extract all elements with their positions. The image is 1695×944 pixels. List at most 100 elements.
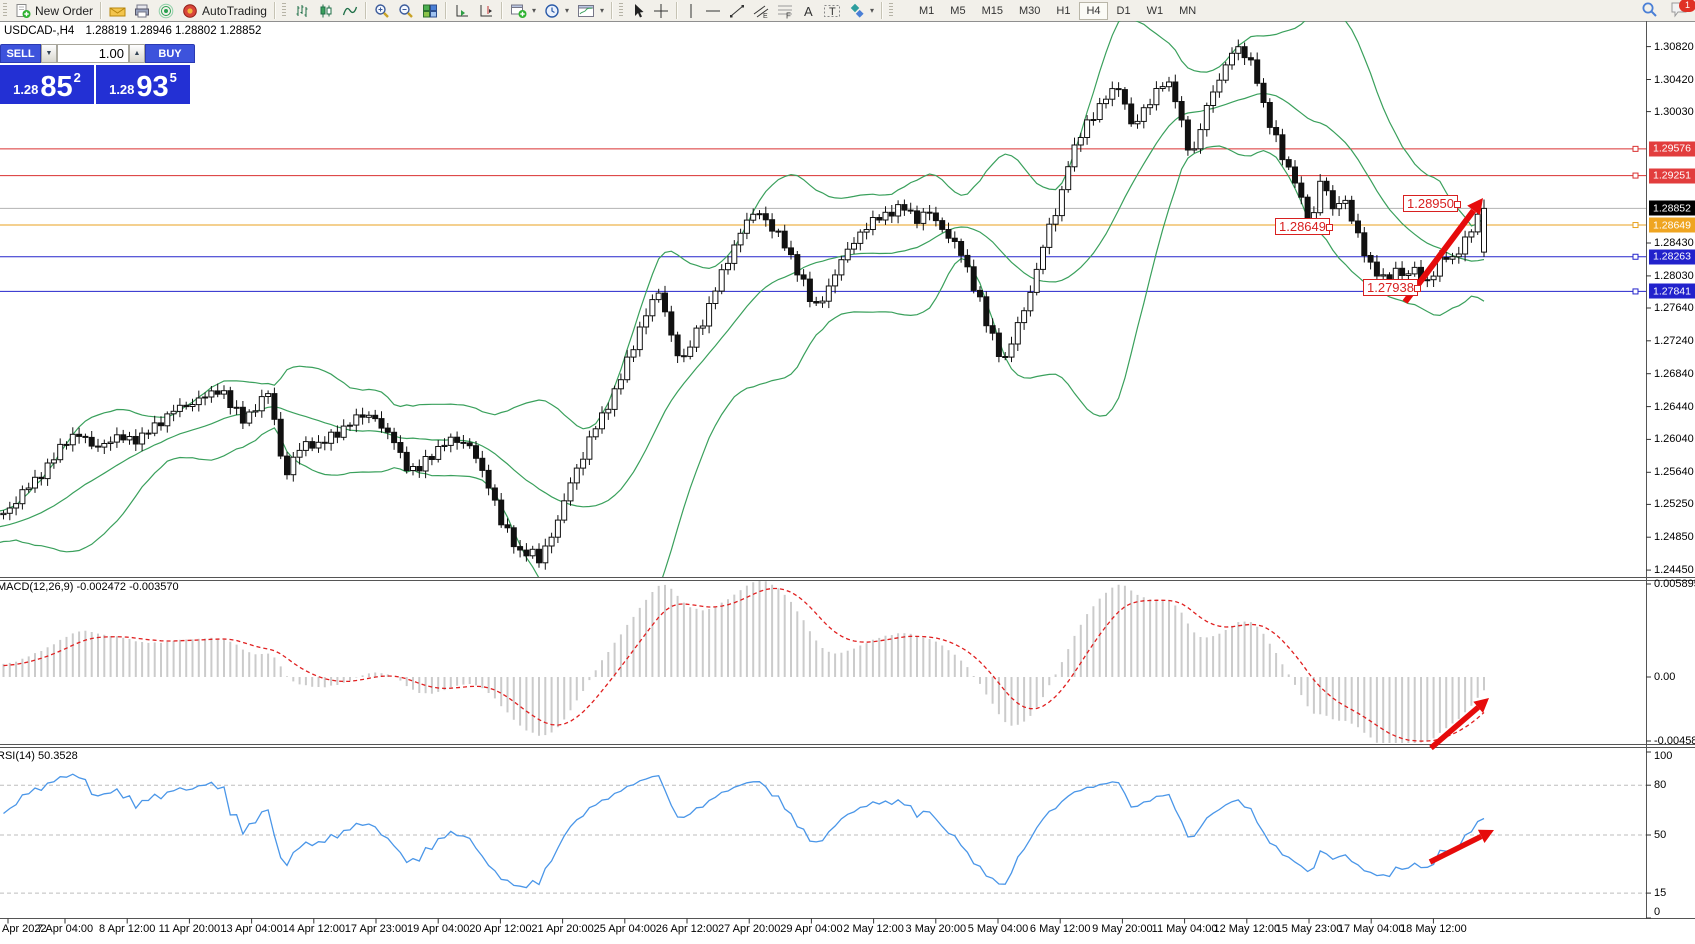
time-axis-label-21[interactable]: 15 May 23:00 [1275,923,1343,935]
rsi-axis-tick-0[interactable]: 0 [1654,906,1661,918]
price-level-line-1.28649[interactable] [0,222,1646,229]
timeframe-m30[interactable]: M30 [1018,4,1041,17]
price-axis-tick-1.27640[interactable]: 1.27640 [1654,301,1694,314]
time-axis-label-23[interactable]: 18 May 12:00 [1400,923,1467,935]
autotrading-button[interactable]: AutoTrading [178,1,271,21]
price-axis-tick-1.30420[interactable]: 1.30420 [1654,73,1694,86]
timeframe-m1[interactable]: M1 [919,4,935,17]
rsi-trend-arrow[interactable] [1428,829,1494,865]
timeframe-h4[interactable]: H4 [1079,1,1108,20]
rsi-axis-tick-50[interactable]: 50 [1654,829,1667,841]
time-axis-label-5[interactable]: 14 Apr 12:00 [282,923,345,935]
time-axis-label-8[interactable]: 20 Apr 12:00 [469,923,532,935]
time-axis-label-16[interactable]: 5 May 04:00 [967,923,1029,935]
price-axis-tick-1.26840[interactable]: 1.26840 [1654,367,1694,380]
price-level-badge-1.27841[interactable]: 1.27841 [1649,283,1695,299]
time-axis-label-3[interactable]: 11 Apr 20:00 [158,923,221,935]
templates-button[interactable]: ▾ [573,1,608,21]
timeframe-m5[interactable]: M5 [950,4,966,17]
time-axis-label-22[interactable]: 17 May 04:00 [1337,923,1405,935]
price-axis-tick-1.26440[interactable]: 1.26440 [1654,400,1694,413]
candlestick-chart-button[interactable] [314,1,338,21]
print-button[interactable] [130,1,154,21]
price-axis-tick-1.26040[interactable]: 1.26040 [1654,433,1694,446]
price-level-line-1.29576[interactable] [0,145,1646,152]
price-axis-tick-1.24850[interactable]: 1.24850 [1654,531,1694,544]
sell-button[interactable]: SELL [0,44,41,63]
price-axis-tick-1.24450[interactable]: 1.24450 [1654,564,1694,577]
toolbar-grip[interactable] [3,3,7,18]
rsi-axis-tick-15[interactable]: 15 [1654,887,1667,900]
mail-button[interactable] [105,1,130,21]
time-axis-label-7[interactable]: 19 Apr 04:00 [406,923,470,935]
price-level-badge-1.28649[interactable]: 1.28649 [1649,217,1695,233]
timeframe-mn[interactable]: MN [1179,4,1197,17]
chart-shift-button[interactable] [474,1,498,21]
price-level-line-1.29251[interactable] [0,172,1646,179]
auto-scroll-button[interactable] [450,1,474,21]
sell-price-box[interactable]: 1.28 85 2 [0,65,94,104]
callout-handle[interactable] [1326,224,1333,231]
macd-axis-tick-0.00[interactable]: 0.00 [1654,670,1676,683]
time-axis-label-17[interactable]: 6 May 12:00 [1029,923,1091,935]
indicators-button[interactable]: ▾ [506,1,540,21]
fibonacci-tool[interactable]: F [773,1,797,21]
rsi-pane[interactable] [0,773,1646,894]
vertical-line-tool[interactable] [681,1,701,21]
price-level-badge-1.29251[interactable]: 1.29251 [1649,168,1695,184]
main-price-pane[interactable] [0,21,1646,614]
macd-axis-tick--0.004586[interactable]: -0.004586 [1654,735,1695,747]
price-axis-tick-1.25250[interactable]: 1.25250 [1654,498,1694,511]
timeframe-h1[interactable]: H1 [1056,4,1071,17]
buy-button[interactable]: BUY [145,44,195,63]
time-axis-label-20[interactable]: 12 May 12:00 [1213,923,1281,935]
callout-handle[interactable] [1454,201,1461,208]
time-axis-label-6[interactable]: 17 Apr 23:00 [344,923,408,935]
signal-button[interactable] [154,1,178,21]
crosshair-tool-button[interactable] [649,1,673,21]
zoom-in-button[interactable] [370,1,394,21]
callout-handle[interactable] [1414,285,1421,292]
text-tool[interactable]: A [797,1,819,21]
macd-trend-arrow[interactable] [1429,698,1489,751]
time-axis-label-14[interactable]: 2 May 12:00 [843,923,904,935]
volume-down-button[interactable]: ▼ [41,44,57,63]
notifications-button[interactable]: 1 [1670,0,1695,21]
volume-up-button[interactable]: ▲ [129,44,145,63]
time-axis-label-2[interactable]: 8 Apr 12:00 [99,923,156,935]
price-callout-1.28649[interactable]: 1.28649 [1275,218,1333,235]
arrows-tool-button[interactable]: ▾ [845,1,878,21]
price-axis-tick-1.30030[interactable]: 1.30030 [1654,105,1694,118]
volume-input[interactable] [57,44,129,63]
buy-price-box[interactable]: 1.28 93 5 [96,65,190,104]
rsi-axis-tick-100[interactable]: 100 [1654,750,1673,762]
price-callout-1.27938[interactable]: 1.27938 [1363,279,1421,296]
time-axis-label-18[interactable]: 9 May 20:00 [1092,923,1153,935]
time-axis-label-1[interactable]: 7 Apr 04:00 [36,923,94,935]
price-axis-tick-1.25640[interactable]: 1.25640 [1654,466,1694,479]
price-axis-tick-1.28430[interactable]: 1.28430 [1654,237,1694,250]
timeframe-d1[interactable]: D1 [1116,4,1131,17]
time-axis-label-0[interactable]: Apr 2022 [2,923,47,935]
bar-chart-button[interactable] [290,1,314,21]
price-axis-tick-1.27240[interactable]: 1.27240 [1654,334,1694,347]
rsi-axis-tick-80[interactable]: 80 [1654,779,1667,792]
channel-tool[interactable]: E [749,1,773,21]
chart-canvas[interactable] [0,21,1695,944]
time-axis-label-9[interactable]: 21 Apr 20:00 [531,923,594,935]
time-axis-label-15[interactable]: 3 May 20:00 [905,923,967,935]
time-axis-label-4[interactable]: 13 Apr 04:00 [220,923,283,935]
time-axis-label-13[interactable]: 29 Apr 04:00 [780,923,843,935]
price-axis-tick-1.28030[interactable]: 1.28030 [1654,269,1694,282]
toolbar-grip[interactable] [619,3,623,18]
periods-button[interactable]: ▾ [540,1,573,21]
search-icon[interactable] [1641,1,1658,21]
line-chart-button[interactable] [338,1,362,21]
price-level-badge-1.28263[interactable]: 1.28263 [1649,249,1695,265]
macd-pane[interactable] [2,581,1485,743]
new-order-button[interactable]: New Order [11,1,97,21]
time-axis-label-10[interactable]: 25 Apr 04:00 [593,923,656,935]
trendline-tool[interactable] [725,1,749,21]
horizontal-line-tool[interactable] [701,1,725,21]
time-axis-label-12[interactable]: 27 Apr 20:00 [717,923,781,935]
